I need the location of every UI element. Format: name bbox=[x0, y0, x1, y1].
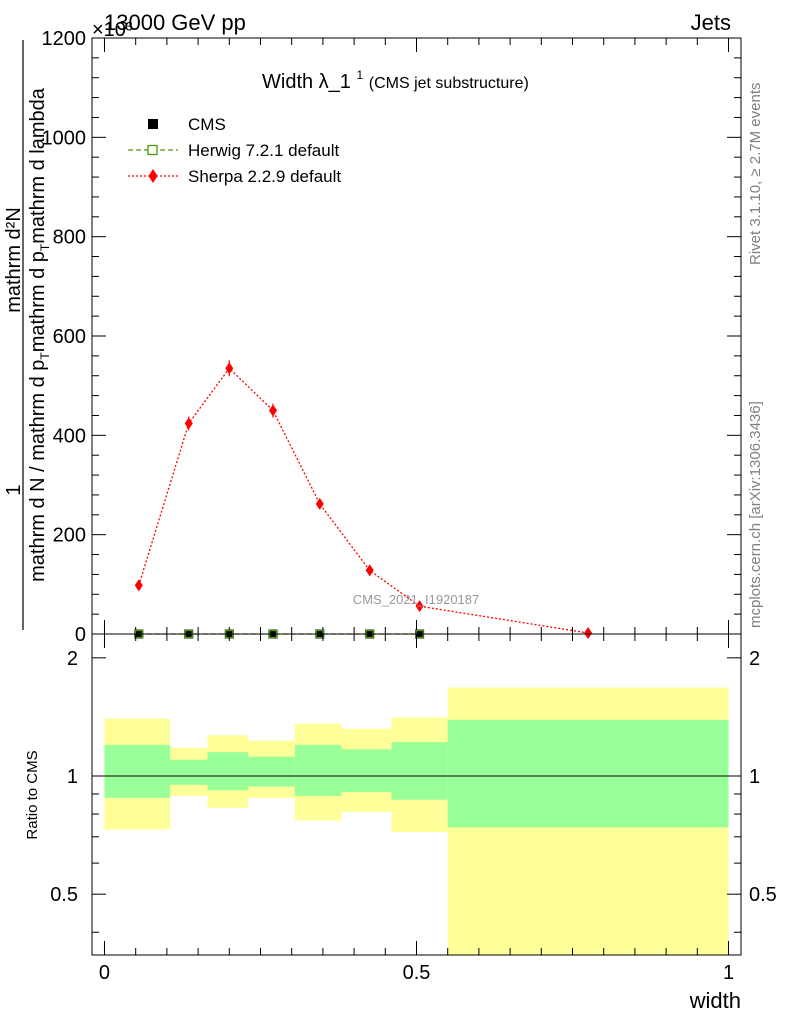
ylabel-denom-part-0: mathrm d N / mathrm d p bbox=[27, 360, 49, 582]
watermark: CMS_2021_I1920187 bbox=[353, 592, 480, 607]
ratio-panel: 0.5 0.51 12 2 0 0.5 1 Ratio to CMS width bbox=[24, 633, 777, 1013]
ratio-x-tick-label: 0.5 bbox=[403, 962, 431, 984]
main-y-tick-label: 1200 bbox=[42, 28, 87, 50]
main-y-tick-label: 400 bbox=[53, 425, 86, 447]
ylabel-numerator-2: mathrm d²N bbox=[3, 207, 25, 313]
side-label-rivet: Rivet 3.1.10, ≥ 2.7M events bbox=[747, 83, 764, 266]
ratio-y-tick-label-right: 0.5 bbox=[749, 884, 777, 906]
ratio-band-inner bbox=[341, 749, 392, 793]
ratio-x-ticks: 0 0.5 1 bbox=[99, 634, 734, 984]
ratio-band-inner bbox=[391, 742, 448, 800]
point-sherpa bbox=[268, 404, 277, 417]
main-y-tick-label: 600 bbox=[53, 326, 86, 348]
ratio-y-tick-label-right: 2 bbox=[749, 648, 760, 670]
y-exponent-label: ×10³ bbox=[92, 19, 133, 41]
ratio-band-inner bbox=[294, 744, 342, 796]
ratio-band-inner bbox=[248, 756, 295, 787]
main-y-tick-label: 0 bbox=[75, 624, 86, 646]
ratio-x-tick-label: 0 bbox=[99, 962, 110, 984]
ylabel-denom-part-3: T bbox=[38, 243, 52, 251]
ratio-y-tick-label-left: 0.5 bbox=[50, 884, 78, 906]
chart-title-sub: (CMS jet substructure) bbox=[369, 75, 529, 92]
series-line-2 bbox=[138, 367, 589, 634]
ratio-x-tick-label: 1 bbox=[723, 962, 734, 984]
ylabel-denom-part-4: mathrm d lambda bbox=[27, 87, 49, 243]
main-y-axis-label: 1 mathrm d²N mathrm d N / mathrm d pTmat… bbox=[3, 40, 52, 630]
point-sherpa bbox=[365, 564, 374, 577]
chart-title: Width λ_1 1 (CMS jet substructure) bbox=[262, 62, 529, 93]
ratio-bands bbox=[104, 687, 729, 955]
ratio-band-inner bbox=[207, 752, 249, 791]
ratio-band-inner bbox=[104, 744, 171, 798]
ylabel-denominator: mathrm d N / mathrm d pTmathrm d pTmathr… bbox=[27, 87, 52, 582]
legend-label-2: Sherpa 2.2.9 default bbox=[188, 167, 341, 186]
ratio-y-axis-label: Ratio to CMS bbox=[24, 750, 41, 839]
point-sherpa bbox=[184, 417, 193, 430]
main-y-tick-label: 200 bbox=[53, 525, 86, 547]
ratio-band-inner bbox=[447, 719, 729, 828]
legend-label-0: CMS bbox=[188, 115, 226, 134]
header-left: 13000 GeV pp bbox=[104, 10, 246, 35]
ratio-y-tick-label-left: 2 bbox=[67, 648, 78, 670]
ylabel-numerator: 1 bbox=[3, 484, 25, 495]
point-sherpa bbox=[225, 362, 234, 375]
x-axis-label: width bbox=[689, 988, 741, 1013]
ylabel-denom-part-2: mathrm d p bbox=[27, 251, 49, 352]
point-sherpa bbox=[415, 600, 424, 613]
ratio-y-tick-label-right: 1 bbox=[749, 766, 760, 788]
main-y-tick-label: 1000 bbox=[42, 127, 87, 149]
point-sherpa bbox=[584, 627, 593, 640]
legend-marker-cms bbox=[148, 119, 158, 129]
chart-title-sup: 1 bbox=[357, 68, 364, 82]
legend: CMS Herwig 7.2.1 default Sherpa 2.2.9 defa… bbox=[128, 115, 341, 186]
ratio-y-tick-label-left: 1 bbox=[67, 766, 78, 788]
chart-title-main: Width λ_1 bbox=[262, 71, 351, 93]
ylabel-denom-part-1: T bbox=[38, 352, 52, 360]
main-y-ticks: 0 200 400 600 800 1000 1200 bbox=[42, 28, 741, 646]
main-y-tick-label: 800 bbox=[53, 227, 86, 249]
ratio-band-inner bbox=[170, 759, 208, 785]
header-right: Jets bbox=[691, 10, 731, 35]
legend-label-1: Herwig 7.2.1 default bbox=[188, 141, 339, 160]
side-label-mcplots: mcplots.cern.ch [arXiv:1306.3436] bbox=[747, 401, 764, 628]
legend-marker-sherpa bbox=[148, 169, 158, 183]
point-sherpa bbox=[315, 497, 324, 510]
ratio-y-ticks: 0.5 0.5 1 1 2 2 bbox=[50, 648, 777, 933]
point-sherpa bbox=[134, 579, 143, 592]
legend-marker-herwig bbox=[147, 144, 158, 156]
